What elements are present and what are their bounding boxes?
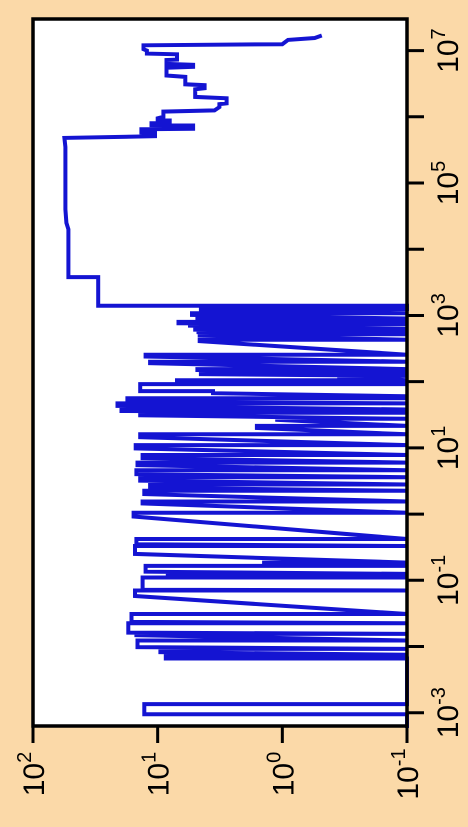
x-tick-label: 101 (428, 426, 465, 471)
x-tick-label: 10-1 (428, 555, 465, 606)
y-tick-label: 100 (263, 752, 300, 797)
y-tick-label: 102 (14, 752, 51, 797)
x-tick-label: 107 (428, 28, 465, 73)
plot-frame (31, 17, 409, 728)
x-tick-label: 103 (428, 293, 465, 338)
x-tick-label: 10-3 (428, 687, 465, 738)
y-tick-label: 10-1 (388, 748, 425, 799)
series-layer (62, 33, 409, 728)
x-axis: 10-3 10-1 101 103 105 107 (407, 28, 465, 738)
series-line (62, 33, 409, 728)
y-axis: 102 101 100 10-1 (14, 726, 425, 800)
x-tick-label: 105 (428, 161, 465, 206)
y-tick-label: 101 (139, 752, 176, 797)
